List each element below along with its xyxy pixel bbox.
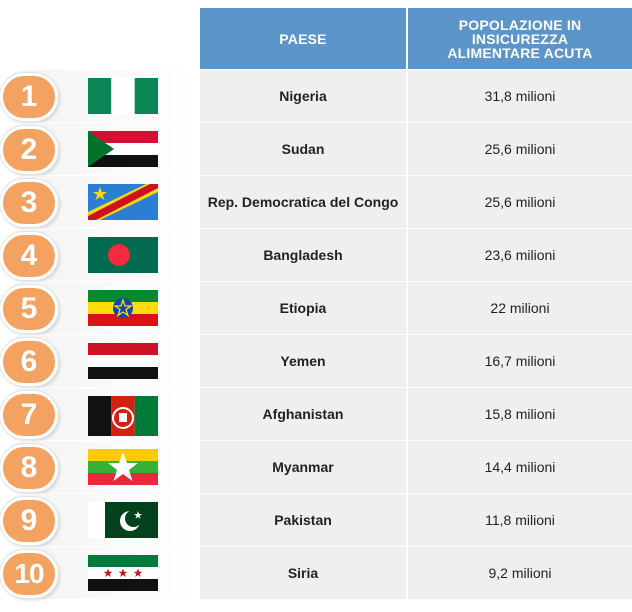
pakistan-flag-icon bbox=[88, 502, 158, 538]
rank-badge: 4 bbox=[0, 232, 58, 280]
rank-badge: 6 bbox=[0, 338, 58, 386]
table-row: 2 Sudan 25,6 milioni bbox=[0, 123, 632, 175]
population-cell: 14,4 milioni bbox=[408, 441, 632, 493]
header-country-label: PAESE bbox=[279, 30, 327, 47]
country-cell: Sudan bbox=[200, 123, 406, 175]
table-row: 1 Nigeria 31,8 milioni bbox=[0, 70, 632, 122]
population-cell: 16,7 milioni bbox=[408, 335, 632, 387]
population-cell: 25,6 milioni bbox=[408, 176, 632, 228]
table-row: 7 Afghanistan 15,8 milioni bbox=[0, 388, 632, 440]
country-cell: Nigeria bbox=[200, 70, 406, 122]
population-cell: 31,8 milioni bbox=[408, 70, 632, 122]
population-cell: 11,8 milioni bbox=[408, 494, 632, 546]
rank-badge: 7 bbox=[0, 391, 58, 439]
syria-flag-icon bbox=[88, 555, 158, 591]
myanmar-flag-icon bbox=[88, 449, 158, 485]
afghanistan-flag-icon bbox=[88, 396, 158, 436]
rank-badge: 3 bbox=[0, 179, 58, 227]
header-population-label: POPOLAZIONE IN INSICUREZZA ALIMENTARE AC… bbox=[447, 16, 593, 61]
country-cell: Yemen bbox=[200, 335, 406, 387]
ethiopia-flag-icon bbox=[88, 290, 158, 326]
country-cell: Siria bbox=[200, 547, 406, 599]
table-row: 6 Yemen 16,7 milioni bbox=[0, 335, 632, 387]
rank-badge: 9 bbox=[0, 497, 58, 545]
dr-congo-flag-icon bbox=[88, 184, 158, 220]
country-cell: Pakistan bbox=[200, 494, 406, 546]
rank-badge: 8 bbox=[0, 444, 58, 492]
header-country: PAESE bbox=[200, 8, 406, 69]
table-row: 4 Bangladesh 23,6 milioni bbox=[0, 229, 632, 281]
table-row: 8 Myanmar 14,4 milioni bbox=[0, 441, 632, 493]
table-row: 9 Pakistan 11,8 milioni bbox=[0, 494, 632, 546]
country-cell: Afghanistan bbox=[200, 388, 406, 440]
rank-badge: 10 bbox=[0, 550, 58, 598]
population-cell: 15,8 milioni bbox=[408, 388, 632, 440]
sudan-flag-icon bbox=[88, 131, 158, 167]
bangladesh-flag-icon bbox=[88, 237, 158, 273]
table-row: 3 Rep. Democratica del Congo 25,6 milion… bbox=[0, 176, 632, 228]
yemen-flag-icon bbox=[88, 343, 158, 379]
country-cell: Bangladesh bbox=[200, 229, 406, 281]
nigeria-flag-icon bbox=[88, 78, 158, 114]
population-cell: 25,6 milioni bbox=[408, 123, 632, 175]
population-cell: 23,6 milioni bbox=[408, 229, 632, 281]
table-row: 10 Siria 9,2 milioni bbox=[0, 547, 632, 599]
rank-badge: 1 bbox=[0, 73, 58, 121]
country-cell: Etiopia bbox=[200, 282, 406, 334]
population-cell: 9,2 milioni bbox=[408, 547, 632, 599]
rank-badge: 2 bbox=[0, 126, 58, 174]
rank-badge: 5 bbox=[0, 285, 58, 333]
population-cell: 22 milioni bbox=[408, 282, 632, 334]
header-population: POPOLAZIONE IN INSICUREZZA ALIMENTARE AC… bbox=[408, 8, 632, 69]
country-cell: Rep. Democratica del Congo bbox=[200, 176, 406, 228]
country-cell: Myanmar bbox=[200, 441, 406, 493]
table-row: 5 Etiopia 22 milioni bbox=[0, 282, 632, 334]
